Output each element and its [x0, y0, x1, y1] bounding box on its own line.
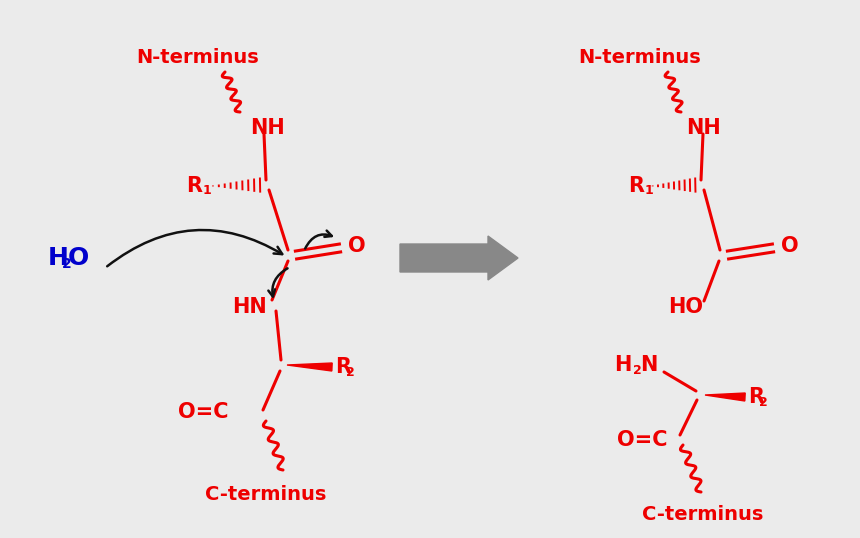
Text: O: O — [348, 236, 366, 256]
Text: O=C: O=C — [617, 430, 667, 450]
Text: 2: 2 — [346, 365, 354, 379]
Polygon shape — [287, 363, 332, 371]
Text: HN: HN — [232, 297, 267, 317]
Text: NH: NH — [250, 118, 285, 138]
Text: O: O — [68, 246, 89, 270]
Text: R: R — [335, 357, 351, 377]
Text: H: H — [615, 355, 632, 375]
Text: HO: HO — [668, 297, 703, 317]
Text: C-terminus: C-terminus — [642, 505, 764, 524]
Text: 2: 2 — [633, 365, 642, 378]
Text: O: O — [781, 236, 799, 256]
Text: R: R — [186, 176, 202, 196]
FancyArrow shape — [400, 236, 518, 280]
Text: C-terminus: C-terminus — [205, 485, 327, 504]
Text: 1: 1 — [645, 185, 654, 197]
Text: O=C: O=C — [178, 402, 229, 422]
Text: R: R — [628, 176, 644, 196]
Text: NH: NH — [686, 118, 721, 138]
Text: N-terminus: N-terminus — [137, 48, 260, 67]
Text: 1: 1 — [203, 185, 212, 197]
Text: H: H — [48, 246, 69, 270]
Text: R: R — [748, 387, 764, 407]
Polygon shape — [705, 393, 746, 401]
Text: 2: 2 — [62, 257, 71, 271]
Text: 2: 2 — [759, 395, 768, 408]
Text: N-terminus: N-terminus — [579, 48, 702, 67]
Text: N: N — [640, 355, 657, 375]
